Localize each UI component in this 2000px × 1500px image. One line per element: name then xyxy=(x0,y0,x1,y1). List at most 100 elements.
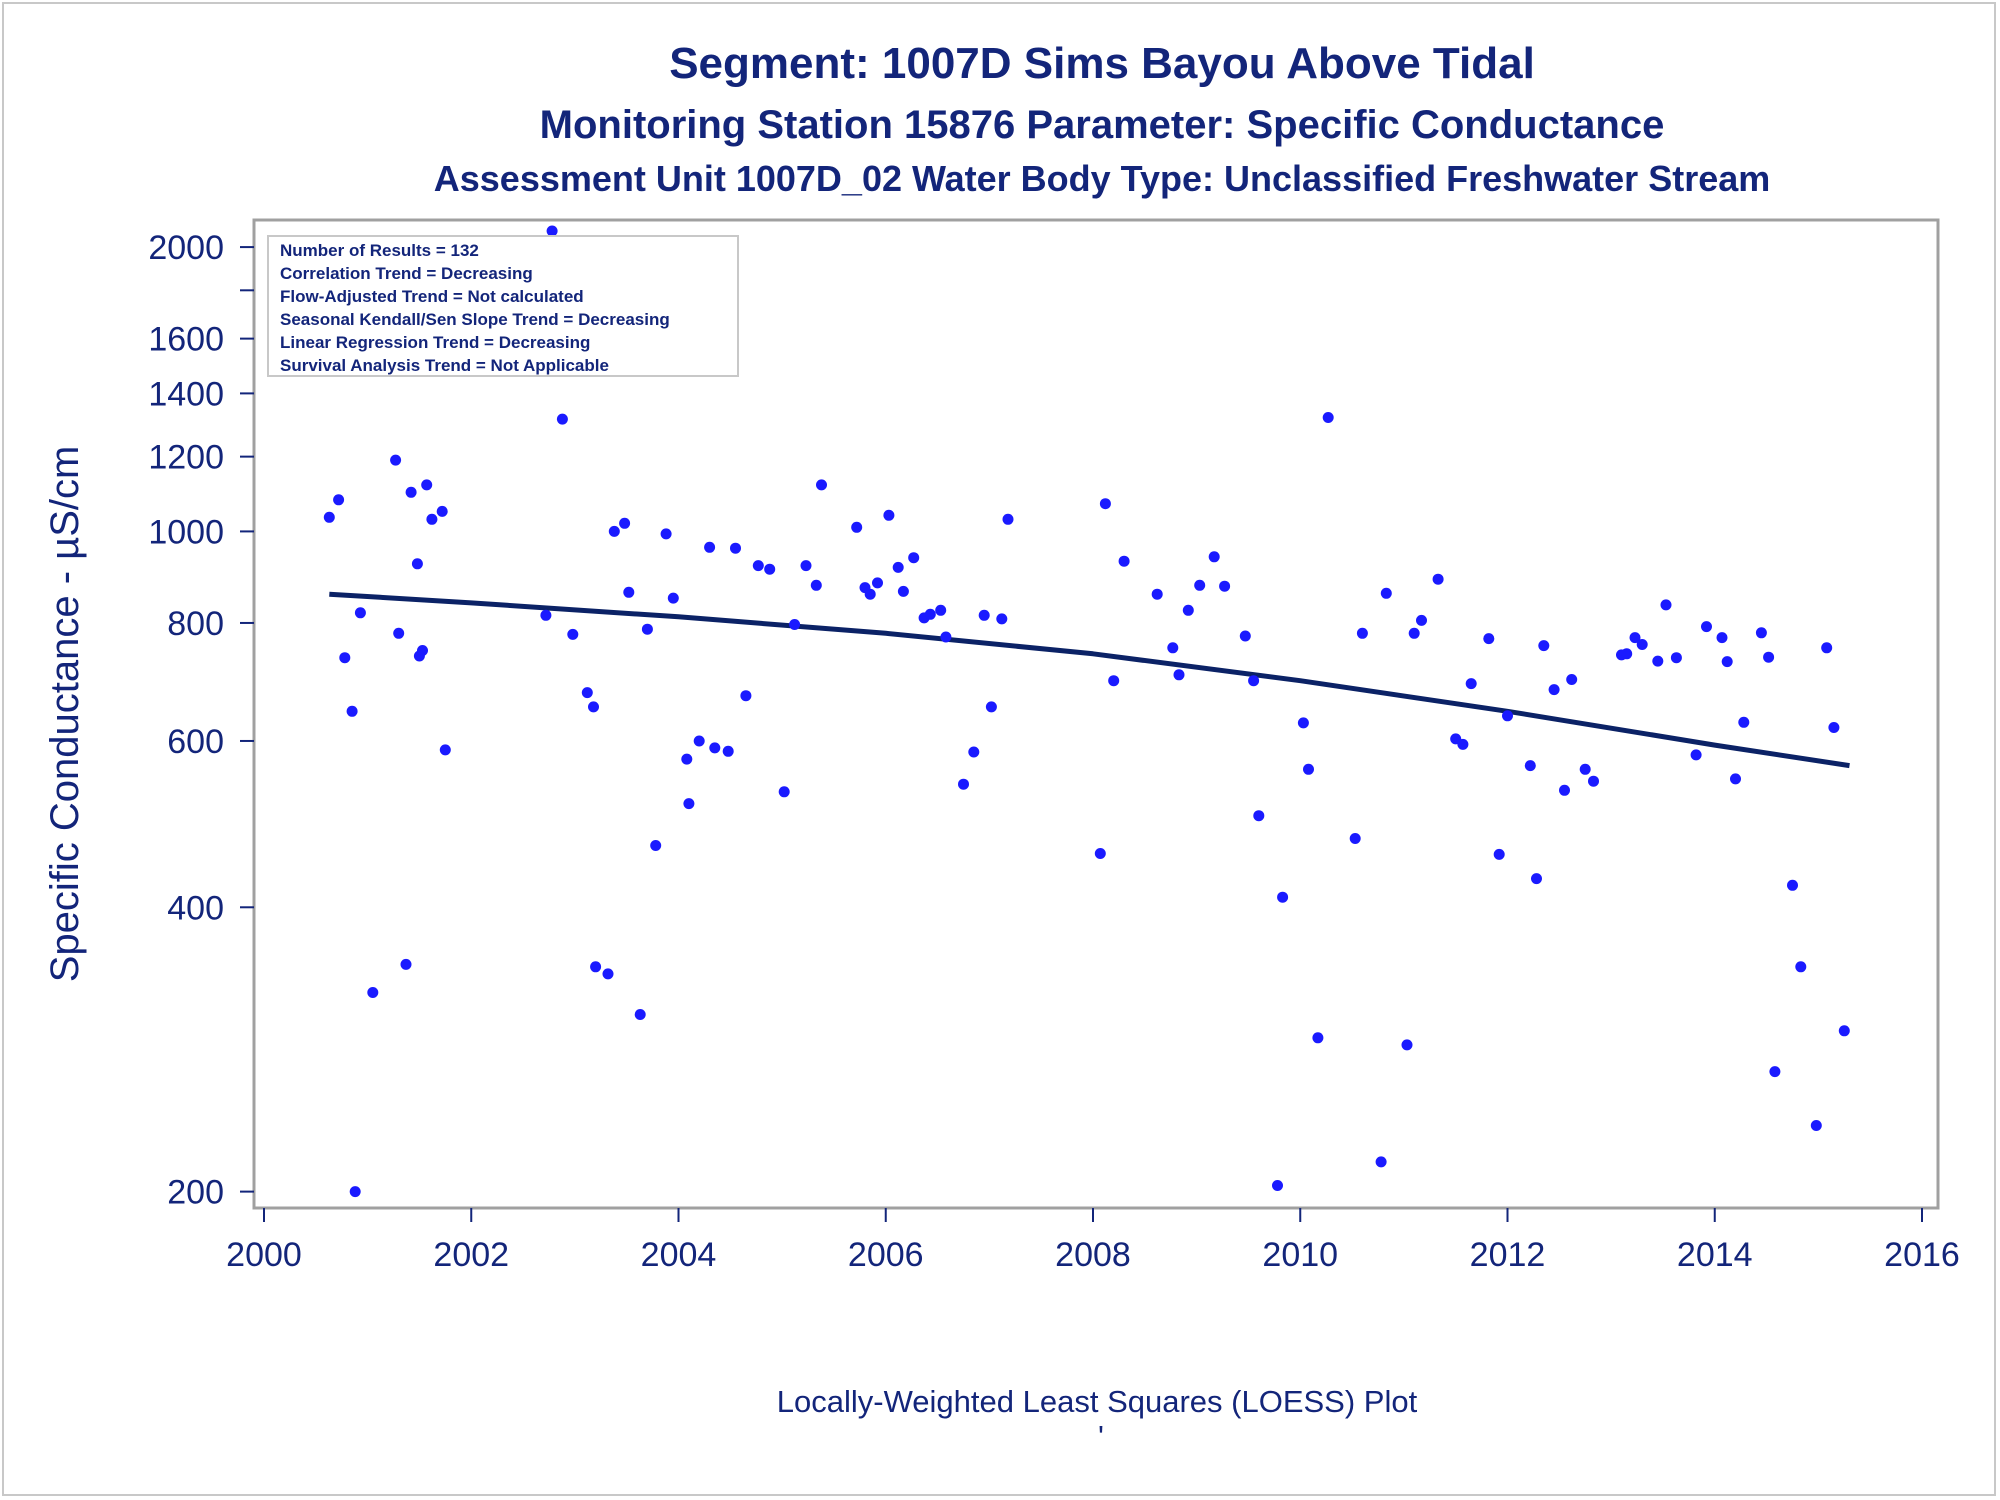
data-point xyxy=(958,778,969,790)
y-tick-label: 1200 xyxy=(148,439,224,477)
info-box: Number of Results = 132 Correlation Tren… xyxy=(267,235,739,377)
data-point xyxy=(426,513,438,525)
data-point xyxy=(851,521,863,533)
data-point xyxy=(1821,642,1833,654)
data-point xyxy=(722,745,734,757)
info-line-flow-adjusted: Flow-Adjusted Trend = Not calculated xyxy=(280,287,584,306)
data-point xyxy=(602,968,614,980)
x-tick-label: 2004 xyxy=(641,1236,717,1274)
data-point xyxy=(623,586,635,598)
data-point xyxy=(1465,678,1477,690)
data-point xyxy=(1621,648,1633,660)
data-point xyxy=(996,613,1008,625)
data-point xyxy=(1208,551,1220,563)
data-point xyxy=(1297,717,1309,729)
data-point xyxy=(1730,773,1741,785)
data-point xyxy=(1721,656,1733,668)
data-point xyxy=(436,505,448,517)
data-point xyxy=(400,958,412,970)
data-point xyxy=(764,563,776,575)
data-point xyxy=(546,225,558,237)
data-point xyxy=(872,577,883,589)
data-point xyxy=(1701,621,1712,633)
data-point xyxy=(1660,599,1672,611)
data-point xyxy=(619,517,631,529)
data-point xyxy=(1272,1180,1283,1191)
info-line-linear-regression: Linear Regression Trend = Decreasing xyxy=(280,333,590,352)
data-point xyxy=(1349,833,1361,844)
x-tick-label: 2012 xyxy=(1470,1236,1546,1274)
info-line-seasonal-kendall: Seasonal Kendall/Sen Slope Trend = Decre… xyxy=(280,310,670,329)
y-tick-label: 400 xyxy=(167,889,224,927)
data-point xyxy=(978,609,990,621)
data-point xyxy=(1579,763,1591,775)
data-point xyxy=(1524,760,1536,772)
data-point xyxy=(1716,632,1728,644)
data-point xyxy=(1652,655,1664,667)
data-point xyxy=(1531,873,1542,885)
data-point xyxy=(1151,588,1163,600)
data-point xyxy=(1401,1039,1413,1051)
y-tick-label: 600 xyxy=(167,723,224,761)
data-point xyxy=(683,798,695,810)
data-point xyxy=(968,746,980,758)
data-point xyxy=(1769,1066,1781,1078)
data-point xyxy=(1670,652,1682,664)
data-point xyxy=(778,786,790,798)
data-point xyxy=(800,560,812,572)
chart-title: Segment: 1007D Sims Bayou Above Tidal xyxy=(669,39,1535,88)
chart-subtitle: Monitoring Station 15876 Parameter: Spec… xyxy=(540,103,1665,147)
points-layer xyxy=(323,225,1850,1198)
data-point xyxy=(667,592,679,604)
data-point xyxy=(1277,891,1289,903)
data-point xyxy=(704,541,716,553)
data-point xyxy=(1795,961,1807,973)
data-point xyxy=(940,631,952,643)
data-point xyxy=(810,579,822,591)
data-point xyxy=(1248,675,1260,687)
data-point xyxy=(1636,639,1648,650)
data-point xyxy=(1838,1025,1850,1037)
y-axis-label: Specific Conductance - µS/cm xyxy=(43,446,87,983)
data-point xyxy=(1559,784,1570,796)
data-point xyxy=(1432,573,1444,585)
data-point xyxy=(1690,749,1702,761)
data-point xyxy=(339,652,351,664)
data-point xyxy=(333,494,345,506)
data-point xyxy=(1588,775,1599,787)
data-point xyxy=(681,753,693,765)
x-tick-label: 2014 xyxy=(1677,1236,1753,1274)
data-point xyxy=(1738,716,1750,728)
data-point xyxy=(1457,738,1469,750)
data-point xyxy=(1173,669,1185,681)
data-point xyxy=(693,735,705,747)
data-point xyxy=(650,840,662,851)
data-point xyxy=(417,645,428,656)
info-box-border xyxy=(267,235,739,377)
x-tick-label: 2006 xyxy=(848,1236,924,1274)
data-point xyxy=(1219,580,1231,592)
y-tick-label: 1600 xyxy=(148,321,224,359)
data-point xyxy=(588,701,599,713)
data-point xyxy=(323,511,335,523)
data-point xyxy=(581,687,593,699)
data-point xyxy=(1322,412,1334,423)
data-point xyxy=(1787,879,1798,891)
y-tick-label: 1400 xyxy=(148,375,224,413)
info-line-survival: Survival Analysis Trend = Not Applicable xyxy=(280,356,609,375)
data-point xyxy=(730,542,741,554)
data-point xyxy=(789,619,801,630)
data-point xyxy=(1810,1120,1822,1131)
data-point xyxy=(354,607,366,619)
y-tick-label: 2000 xyxy=(148,229,224,267)
data-point xyxy=(393,627,405,639)
data-point xyxy=(1416,614,1427,626)
data-point xyxy=(390,454,402,466)
data-point xyxy=(740,690,752,702)
data-point xyxy=(349,1186,361,1198)
data-point xyxy=(1375,1156,1387,1168)
data-point xyxy=(1182,604,1194,616)
data-point xyxy=(1755,627,1767,639)
y-axis: 200 400 600 800 1000 1200 1400 1600 2000 xyxy=(148,229,254,1212)
